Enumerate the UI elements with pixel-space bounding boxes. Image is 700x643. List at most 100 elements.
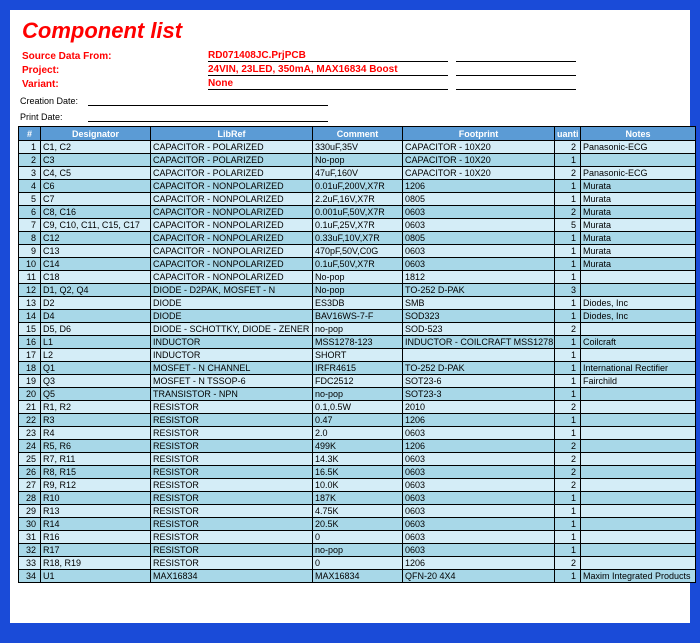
table-cell: Diodes, Inc <box>581 297 696 310</box>
table-cell: 0603 <box>403 479 555 492</box>
table-row: 5C7CAPACITOR - NONPOLARIZED2.2uF,16V,X7R… <box>19 193 696 206</box>
table-cell: 2 <box>555 206 581 219</box>
table-row: 29R13RESISTOR4.75K06031 <box>19 505 696 518</box>
source-blank <box>456 61 576 62</box>
table-cell: 1 <box>555 336 581 349</box>
table-cell: RESISTOR <box>151 401 313 414</box>
table-cell: 2 <box>555 466 581 479</box>
table-cell: C6 <box>41 180 151 193</box>
meta-source: Source Data From: RD071408JC.PrjPCB <box>18 50 682 62</box>
table-cell: TO-252 D-PAK <box>403 362 555 375</box>
table-row: 28R10RESISTOR187K06031 <box>19 492 696 505</box>
table-cell: 2.0 <box>313 427 403 440</box>
table-cell: 18 <box>19 362 41 375</box>
table-cell: SOD323 <box>403 310 555 323</box>
table-cell: 10.0K <box>313 479 403 492</box>
table-cell: 1206 <box>403 180 555 193</box>
table-cell: Murata <box>581 206 696 219</box>
table-cell: 5 <box>19 193 41 206</box>
table-cell: 14.3K <box>313 453 403 466</box>
table-cell: RESISTOR <box>151 479 313 492</box>
project-blank <box>456 75 576 76</box>
table-cell: CAPACITOR - NONPOLARIZED <box>151 258 313 271</box>
table-cell: 1 <box>555 232 581 245</box>
table-cell: CAPACITOR - NONPOLARIZED <box>151 245 313 258</box>
table-cell: 1 <box>555 180 581 193</box>
table-cell: 23 <box>19 427 41 440</box>
table-cell: 1 <box>19 141 41 154</box>
table-cell: 26 <box>19 466 41 479</box>
table-cell: Murata <box>581 193 696 206</box>
source-value: RD071408JC.PrjPCB <box>208 50 448 62</box>
table-cell <box>581 323 696 336</box>
table-row: 13D2DIODEES3DBSMB1Diodes, Inc <box>19 297 696 310</box>
table-cell: R18, R19 <box>41 557 151 570</box>
table-cell <box>581 492 696 505</box>
table-cell: 19 <box>19 375 41 388</box>
table-cell: DIODE <box>151 310 313 323</box>
table-cell: R7, R11 <box>41 453 151 466</box>
table-cell: 0.1uF,25V,X7R <box>313 219 403 232</box>
table-cell: 30 <box>19 518 41 531</box>
table-cell <box>581 284 696 297</box>
table-cell <box>581 466 696 479</box>
table-cell: L1 <box>41 336 151 349</box>
table-cell: 3 <box>555 284 581 297</box>
table-cell: 22 <box>19 414 41 427</box>
table-cell: 33 <box>19 557 41 570</box>
table-row: 26R8, R15RESISTOR16.5K06032 <box>19 466 696 479</box>
table-cell: 10 <box>19 258 41 271</box>
table-row: 16L1INDUCTORMSS1278-123INDUCTOR - COILCR… <box>19 336 696 349</box>
table-cell: 470pF,50V,C0G <box>313 245 403 258</box>
col-header: Designator <box>41 127 151 141</box>
table-cell <box>581 544 696 557</box>
table-cell: C12 <box>41 232 151 245</box>
table-cell: CAPACITOR - NONPOLARIZED <box>151 219 313 232</box>
table-cell: RESISTOR <box>151 505 313 518</box>
table-cell: 1 <box>555 531 581 544</box>
table-cell: 0.001uF,50V,X7R <box>313 206 403 219</box>
table-cell: 0805 <box>403 193 555 206</box>
table-cell: RESISTOR <box>151 427 313 440</box>
table-cell: 6 <box>19 206 41 219</box>
table-cell <box>581 154 696 167</box>
table-cell: CAPACITOR - NONPOLARIZED <box>151 193 313 206</box>
table-cell <box>581 557 696 570</box>
table-cell: 1 <box>555 505 581 518</box>
table-cell <box>581 518 696 531</box>
table-cell <box>581 505 696 518</box>
table-cell: 0603 <box>403 219 555 232</box>
table-cell: C4, C5 <box>41 167 151 180</box>
col-header: Comment <box>313 127 403 141</box>
table-cell: SMB <box>403 297 555 310</box>
table-cell: 0603 <box>403 453 555 466</box>
table-cell: 15 <box>19 323 41 336</box>
table-cell: Murata <box>581 245 696 258</box>
table-cell: Maxim Integrated Products <box>581 570 696 583</box>
table-cell: R4 <box>41 427 151 440</box>
table-cell: DIODE - SCHOTTKY, DIODE - ZENER <box>151 323 313 336</box>
table-cell: 1 <box>555 427 581 440</box>
table-row: 31R16RESISTOR006031 <box>19 531 696 544</box>
table-cell: 0603 <box>403 427 555 440</box>
table-cell: R5, R6 <box>41 440 151 453</box>
table-cell: Fairchild <box>581 375 696 388</box>
table-cell <box>581 453 696 466</box>
table-cell: RESISTOR <box>151 557 313 570</box>
project-value: 24VIN, 23LED, 350mA, MAX16834 Boost <box>208 64 448 76</box>
table-cell: Panasonic-ECG <box>581 141 696 154</box>
table-cell: 1 <box>555 362 581 375</box>
table-cell: RESISTOR <box>151 544 313 557</box>
table-cell: 330uF,35V <box>313 141 403 154</box>
table-cell: CAPACITOR - 10X20 <box>403 141 555 154</box>
table-cell: CAPACITOR - NONPOLARIZED <box>151 180 313 193</box>
table-cell: CAPACITOR - 10X20 <box>403 167 555 180</box>
table-cell: ES3DB <box>313 297 403 310</box>
print-date-row: Print Date: <box>18 112 682 122</box>
table-cell: U1 <box>41 570 151 583</box>
table-cell: 13 <box>19 297 41 310</box>
table-cell: 1 <box>555 518 581 531</box>
table-cell: 2 <box>555 401 581 414</box>
table-cell: 32 <box>19 544 41 557</box>
table-cell: D1, Q2, Q4 <box>41 284 151 297</box>
